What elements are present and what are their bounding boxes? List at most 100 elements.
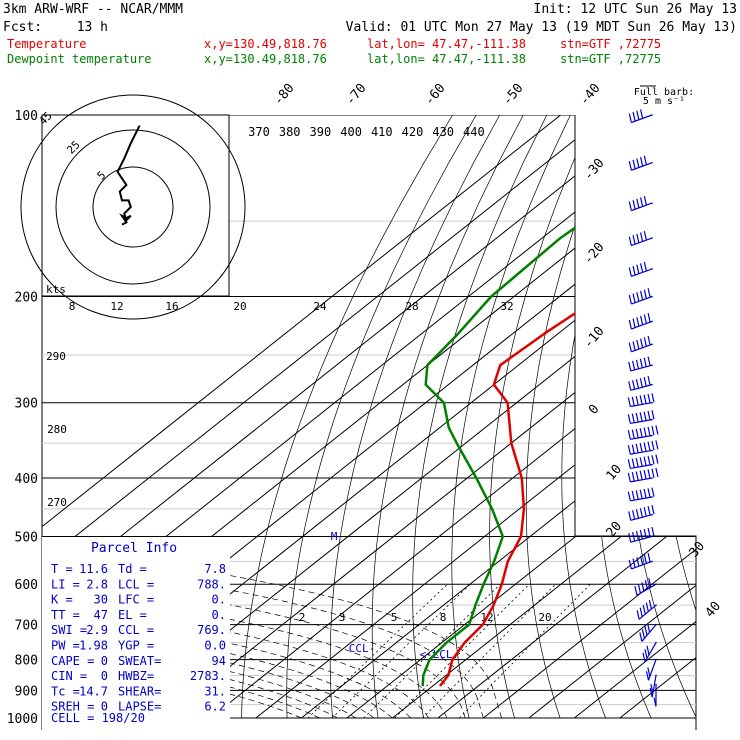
wind-barb-dot: [651, 161, 653, 164]
dry-adiabat-line: [412, 115, 548, 719]
isotherm-line: [346, 115, 696, 719]
parcel-row-value-a: 0: [101, 669, 108, 683]
parcel-row-value-b: 7.8: [204, 562, 226, 576]
dry-adiabat-line: [451, 115, 571, 719]
parcel-row-label-a: SWI =: [51, 623, 87, 637]
wind-barb: [649, 674, 657, 698]
sounding-profiles: [421, 226, 575, 687]
parcel-row-value-a: 30: [94, 593, 108, 607]
parcel-row-value-b: 0.: [212, 593, 226, 607]
isotherm-line: [42, 115, 561, 719]
isotherm-line: [437, 115, 696, 719]
wind-barb: [628, 261, 653, 278]
wind-barb-dot: [651, 401, 653, 404]
wind-barb: [628, 526, 655, 543]
wind-barb-dot: [651, 535, 653, 538]
parcel-row-value-a: 0: [101, 654, 108, 668]
wind-barb: [628, 231, 653, 247]
isotherm-line: [528, 115, 696, 719]
wind-barb: [628, 335, 653, 353]
pressure-label: 1000: [7, 712, 38, 727]
theta-label-secondary: 8: [69, 300, 76, 313]
parcel-row-label-a: K =: [51, 593, 73, 607]
wind-barb-dot: [651, 114, 653, 116]
theta-e-label: 390: [310, 125, 332, 139]
wind-barb-dot: [651, 320, 653, 323]
wind-barb-dot: [651, 560, 653, 563]
wind-barb: [627, 440, 659, 455]
marker-ccl-label: CCL-: [349, 642, 376, 655]
isotherm-label-top: -40: [577, 81, 604, 109]
wind-barb-dot: [655, 641, 657, 644]
mixing-ratio-label: 20: [538, 611, 551, 624]
fcst-value: 13 h: [77, 20, 108, 35]
model-title: 3km ARW-WRF -- NCAR/MMM: [3, 2, 183, 17]
parcel-row-value-a: 2.9: [86, 623, 108, 637]
wind-barb-dot: [655, 583, 657, 586]
parcel-row-value-a: 0: [101, 700, 108, 714]
pressure-label: 300: [15, 397, 38, 412]
wind-barb-dot: [655, 604, 657, 606]
theta-label-secondary: 32: [500, 300, 513, 313]
parcel-row-value-a: 14.7: [79, 684, 108, 698]
barb-legend-value: 5 m s⁻¹: [643, 96, 685, 107]
parcel-row-value-a: 2.8: [86, 577, 108, 591]
dry-adiabat-line: [725, 115, 740, 718]
wind-barb: [628, 155, 653, 171]
theta-label-secondary: 16: [165, 300, 178, 313]
wind-barb-dot: [651, 364, 653, 367]
isotherm-label-right: -20: [581, 240, 608, 268]
fcst-label: Fcst:: [3, 20, 42, 35]
mixing-ratio-line: [307, 583, 448, 719]
theta-e-label: 410: [371, 125, 393, 139]
wind-barb: [627, 425, 659, 440]
parcel-row-label-a: SREH =: [51, 700, 94, 714]
pressure-label: 400: [15, 472, 38, 487]
mixing-ratio-label: 3: [339, 611, 346, 624]
hodograph-trace: [116, 125, 141, 226]
theta-label-secondary: 28: [405, 300, 418, 313]
dry-adiabat-line: [329, 115, 501, 719]
parcel-row-value-b: 6.2: [204, 700, 226, 714]
parcel-row-label-b: Td =: [118, 562, 147, 576]
wind-barb-dot: [651, 477, 653, 479]
parcel-row-value-b: 31.: [204, 684, 226, 698]
mixing-ratio-label: 2: [299, 611, 306, 624]
isotherm-line: [483, 115, 696, 719]
wind-barb-dot: [655, 623, 657, 626]
wind-barb-dot: [651, 268, 653, 270]
wind-barb: [653, 683, 657, 707]
parcel-row-value-b: 769.: [197, 623, 226, 637]
mixing-ratio-line: [394, 583, 530, 719]
temperature-profile: [439, 311, 575, 687]
parcel-row-label-a: CIN =: [51, 669, 87, 683]
parcel-row-value-a: 1.98: [79, 639, 108, 653]
wind-barb: [634, 578, 657, 596]
dry-adiabat-label: 290: [46, 350, 66, 363]
marker-m-label: M: [331, 530, 338, 543]
wind-barb-dot: [651, 434, 653, 437]
wind-barb: [628, 504, 655, 521]
parcel-row-label-a: T =: [51, 562, 73, 576]
wind-barb: [628, 196, 653, 212]
parcel-row-label-a: Tc =: [51, 684, 80, 698]
theta-label-secondary: 24: [313, 300, 327, 313]
isotherm-line: [164, 115, 696, 719]
parcel-row-label-b: SWEAT=: [118, 654, 161, 668]
pressure-label: 500: [15, 530, 38, 545]
parcel-info-title: Parcel Info: [91, 541, 177, 556]
legend-dewpoint-xy: x,y=130.49,818.76: [204, 52, 327, 66]
parcel-row-label-b: CCL =: [118, 623, 154, 637]
wind-barb-dot: [651, 418, 653, 421]
theta-e-label: 400: [340, 125, 362, 139]
legend-dewpoint-name: Dewpoint temperature: [7, 52, 152, 66]
isotherm-label-right: 10: [604, 462, 626, 484]
theta-e-label: 370: [248, 125, 270, 139]
parcel-info-background: [42, 537, 230, 730]
parcel-row-value-b: 94: [212, 654, 226, 668]
wind-barb-dot: [651, 449, 653, 452]
parcel-row-label-a: LI =: [51, 577, 80, 591]
wind-barb-dot: [651, 343, 653, 346]
barb-legend-title: Full barb:: [634, 87, 694, 98]
